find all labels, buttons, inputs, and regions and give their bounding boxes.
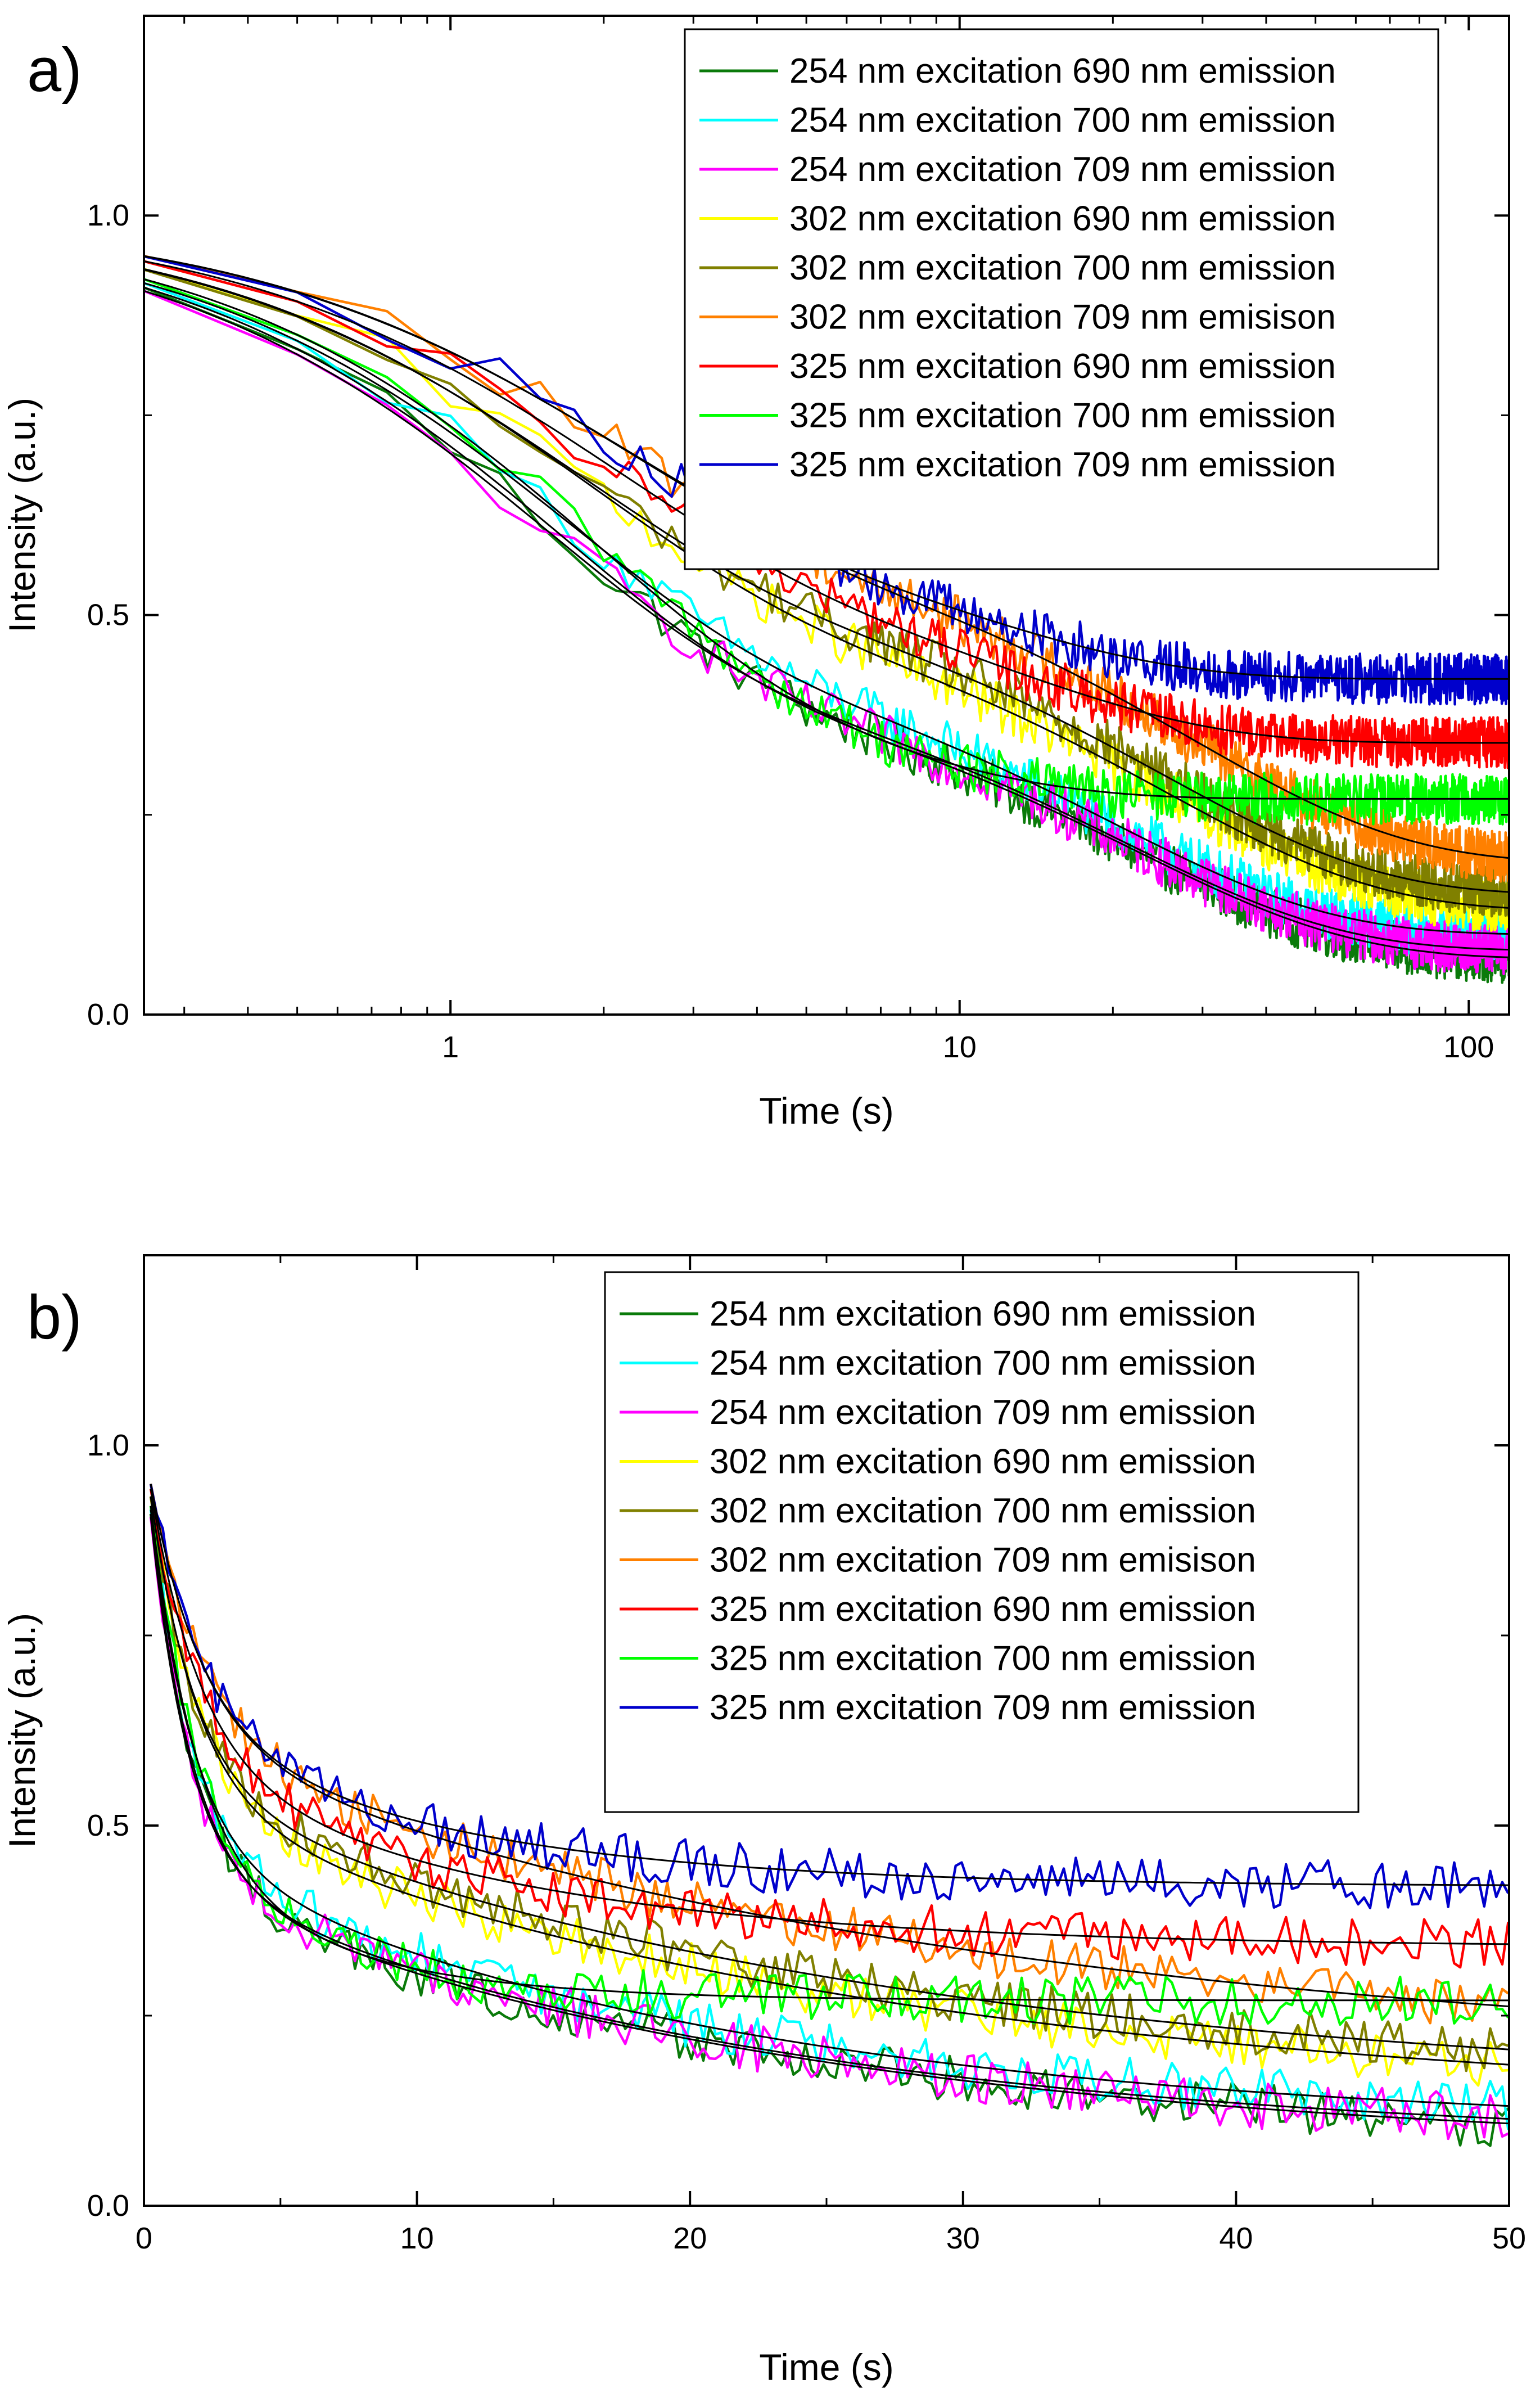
legend: 254 nm excitation 690 nm emission 254 nm … — [684, 28, 1439, 570]
x-tick-label: 50 — [1492, 2221, 1526, 2255]
y-tick-label: 0.5 — [87, 1809, 129, 1842]
series-line — [149, 1497, 1509, 2072]
legend-label: 325 nm excitation 700 nm emission — [789, 396, 1336, 435]
x-tick-label: 1 — [442, 1030, 459, 1064]
fit-line — [144, 282, 1509, 935]
legend-label: 325 nm excitation 709 nm emission — [710, 1688, 1256, 1727]
y-tick-label: 1.0 — [87, 199, 129, 232]
series-line — [144, 260, 1509, 769]
x-axis-title: Time (s) — [759, 1090, 894, 1132]
series-line — [144, 290, 1509, 976]
legend-label: 302 nm excitation 709 nm emisison — [710, 1541, 1256, 1580]
series-line — [149, 1484, 1509, 1909]
x-tick-label: 40 — [1219, 2221, 1253, 2255]
y-axis-title: Intensity (a.u.) — [1, 1613, 43, 1848]
fit-line — [150, 1497, 1509, 2051]
x-tick-label: 30 — [946, 2221, 980, 2255]
series-line — [149, 1489, 1509, 1969]
fit-line — [144, 278, 1509, 800]
fit-lines — [144, 255, 1509, 958]
x-axis-title: Time (s) — [759, 2346, 894, 2388]
legend: 254 nm excitation 690 nm emission 254 nm … — [604, 1271, 1360, 1813]
chart-panel-b: b) 0.0 0.5 1.0 0 10 20 30 40 50 Time (s) Intensity … — [1, 1254, 1526, 2388]
fit-lines — [150, 1484, 1509, 2125]
x-tick-label: 0 — [136, 2221, 152, 2255]
chart-panel-a: a) 0.0 0.5 1.0 1 10 100 Time (s) Intensity (a.u.… — [1, 15, 1510, 1132]
plot-frame — [143, 15, 1510, 1016]
legend-label: 254 nm excitation 690 nm emission — [710, 1295, 1256, 1333]
legend-label: 302 nm excitation 709 nm emisison — [789, 298, 1336, 337]
legend-box — [604, 1271, 1360, 1813]
fit-line — [150, 1496, 1509, 2066]
fit-line — [150, 1517, 1509, 2120]
x-tick-label: 100 — [1443, 1030, 1494, 1064]
series-line — [149, 1484, 1509, 2025]
x-tick-label: 10 — [400, 2221, 434, 2255]
x-tick-label: 10 — [943, 1030, 977, 1064]
legend-label: 302 nm excitation 700 nm emission — [789, 249, 1336, 287]
fit-line — [150, 1489, 1509, 1945]
fit-line — [144, 268, 1509, 893]
fit-line — [150, 1509, 1509, 2107]
y-axis-title: Intensity (a.u.) — [1, 398, 43, 633]
panel-label: b) — [27, 1283, 82, 1352]
legend-label: 254 nm excitation 690 nm emission — [789, 52, 1336, 91]
x-tick-label: 20 — [673, 2221, 707, 2255]
legend-label: 254 nm excitation 709 nm emission — [789, 150, 1336, 189]
legend-label: 325 nm excitation 709 nm emission — [789, 445, 1336, 484]
y-tick-label: 0.0 — [87, 998, 129, 1031]
fit-line — [150, 1484, 1509, 1886]
legend-label: 325 nm excitation 690 nm emission — [710, 1590, 1256, 1629]
legend-label: 254 nm excitation 700 nm emission — [710, 1344, 1256, 1383]
legend-label: 254 nm excitation 709 nm emission — [710, 1393, 1256, 1432]
y-tick-label: 1.0 — [87, 1428, 129, 1462]
y-tick-label: 0.0 — [87, 2189, 129, 2223]
legend-label: 302 nm excitation 690 nm emission — [789, 200, 1336, 238]
fit-line — [144, 260, 1509, 744]
fit-line — [144, 286, 1509, 958]
legend-label: 254 nm excitation 700 nm emission — [789, 101, 1336, 140]
series-line — [144, 268, 1509, 918]
legend-label: 325 nm excitation 700 nm emission — [710, 1639, 1256, 1678]
series-line — [149, 1506, 1509, 2026]
series-line — [144, 255, 1509, 706]
legend-label: 302 nm excitation 700 nm emission — [710, 1491, 1256, 1530]
legend-label: 325 nm excitation 690 nm emission — [789, 347, 1336, 386]
y-tick-label: 0.5 — [87, 598, 129, 632]
legend-box — [684, 28, 1439, 570]
fit-line — [150, 1484, 1509, 2008]
panel-label: a) — [27, 35, 82, 105]
fit-line — [150, 1506, 1509, 2002]
legend-label: 302 nm excitation 690 nm emission — [710, 1443, 1256, 1481]
